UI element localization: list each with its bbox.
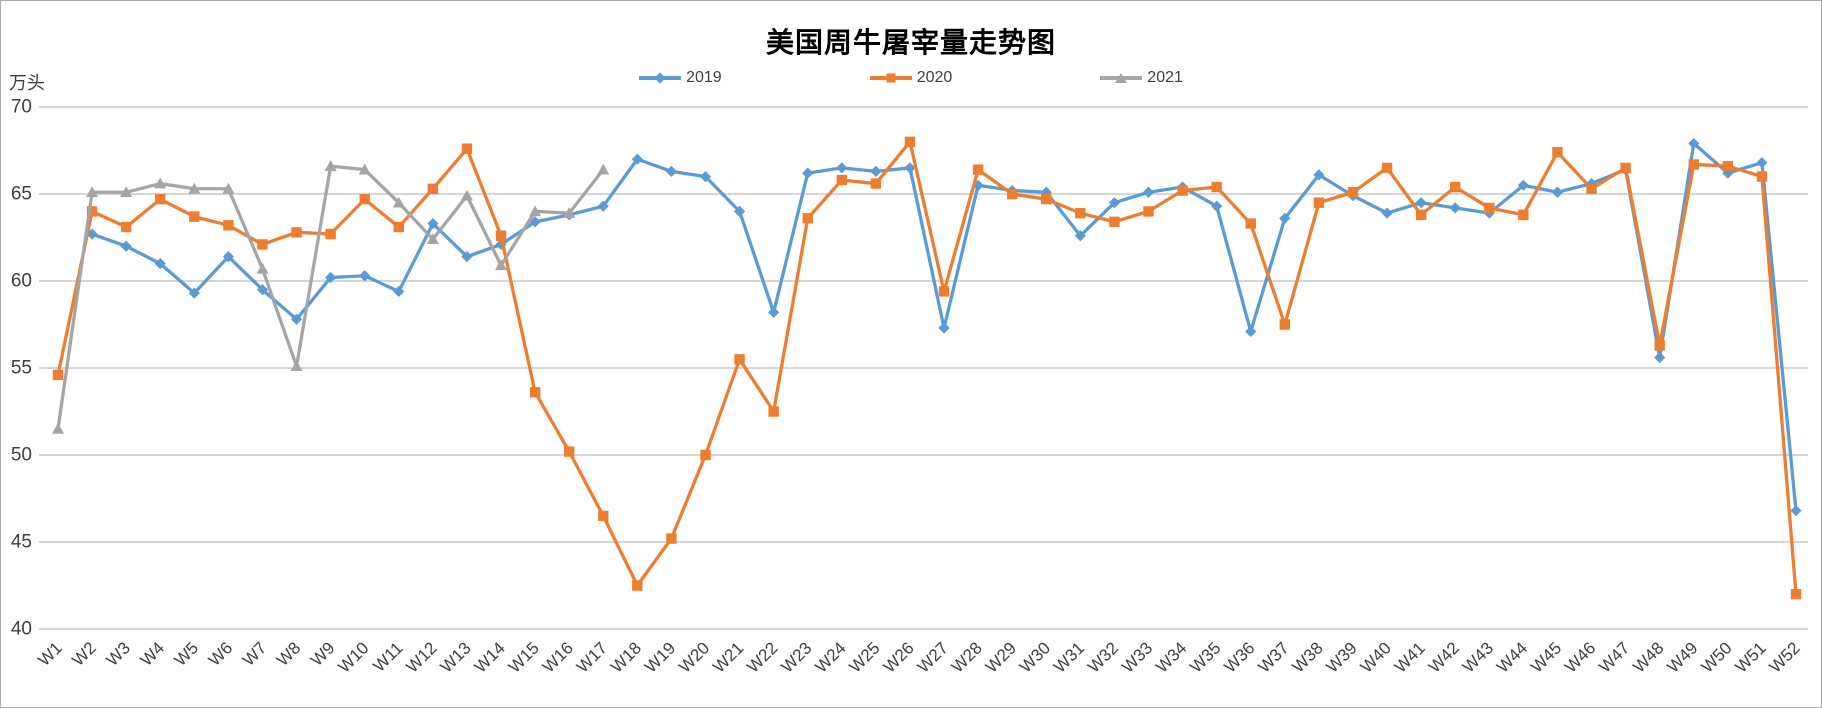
legend-item-2019[interactable]: 2019 [639,69,722,87]
x-tick-label: W5 [171,638,202,669]
x-tick-label: W37 [1254,638,1292,676]
y-tick-label: 60 [11,271,32,292]
x-tick-label: W44 [1493,638,1531,676]
x-tick-label: W26 [880,638,918,676]
legend-item-2021[interactable]: 2021 [1100,69,1183,87]
x-tick-label: W31 [1050,638,1088,676]
x-tick-label: W15 [505,638,543,676]
x-tick-label: W35 [1186,638,1224,676]
legend-line-2020-icon [869,73,912,83]
x-tick-label: W8 [273,638,304,669]
x-tick-label: W45 [1527,638,1565,676]
x-tick-label: W42 [1425,638,1463,676]
x-tick-label: W21 [709,638,747,676]
x-tick-label: W28 [948,638,986,676]
x-tick-label: W43 [1459,638,1497,676]
legend-label: 2019 [686,69,722,86]
x-tick-label: W30 [1016,638,1054,676]
series-2021-line [56,164,605,431]
x-tick-label: W22 [743,638,781,676]
x-tick-label: W46 [1561,638,1599,676]
y-tick-label: 65 [11,184,32,205]
x-tick-label: W18 [607,638,645,676]
y-tick-label: 45 [11,532,32,553]
x-tick-label: W29 [982,638,1020,676]
x-tick-label: W33 [1118,638,1156,676]
legend-line-2019-icon [639,72,682,84]
x-tick-label: W17 [573,638,611,676]
x-tick-label: W3 [103,638,134,669]
x-tick-label: W49 [1663,638,1701,676]
x-tick-label: W24 [811,638,849,676]
x-tick-label: W36 [1220,638,1258,676]
y-axis-labels: 70 65 60 55 50 45 40 [11,97,32,640]
legend-item-2020[interactable]: 2020 [869,69,953,87]
gridlines [39,106,1808,630]
y-tick-label: 55 [11,358,32,379]
x-tick-label: W6 [205,638,236,669]
series-2021-markers [52,160,610,434]
x-tick-label: W19 [641,638,679,676]
x-tick-label: W14 [471,638,509,676]
x-tick-label: W10 [334,638,372,676]
x-tick-label: W48 [1629,638,1667,676]
x-tick-label: W20 [675,638,713,676]
x-tick-label: W34 [1152,638,1190,676]
legend-label: 2021 [1147,69,1183,86]
legend-label: 2020 [916,69,953,86]
x-tick-label: W38 [1289,638,1327,676]
x-tick-label: W13 [437,638,475,676]
x-tick-label: W4 [137,638,168,669]
x-tick-label: W25 [846,638,884,676]
x-tick-label: W41 [1391,638,1429,676]
x-tick-label: W47 [1595,638,1633,676]
x-tick-label: W12 [403,638,441,676]
x-tick-label: W40 [1357,638,1395,676]
x-tick-label: W23 [777,638,815,676]
x-tick-label: W32 [1084,638,1122,676]
y-axis-unit-label: 万头 [9,73,45,93]
x-tick-label: W27 [914,638,952,676]
series-2020-line [56,140,1798,596]
x-tick-label: W1 [34,638,65,669]
x-tick-label: W9 [307,638,338,669]
x-tick-label: W16 [539,638,577,676]
x-tick-label: W11 [369,638,406,675]
x-tick-label: W52 [1766,638,1804,676]
series-2020 [52,136,1802,600]
chart-legend: 2019 2020 2021 [1,69,1821,87]
x-tick-label: W51 [1732,638,1770,676]
triangle-marker-icon [1115,72,1128,83]
series-2021 [52,160,610,434]
x-tick-label: W7 [239,638,270,669]
legend-line-2021-icon [1100,72,1143,83]
y-tick-label: 50 [11,445,32,466]
x-tick-label: W39 [1323,638,1361,676]
x-tick-label: W2 [68,638,99,669]
y-tick-label: 70 [11,97,32,118]
series-2019-markers [86,137,1802,517]
square-marker-icon [886,73,896,83]
y-tick-label: 40 [11,619,32,640]
series-2019 [86,137,1802,517]
chart-title: 美国周牛屠宰量走势图 [765,27,1056,58]
x-axis-labels: W1 W2 W3 W4 W5 W6 W7 W8 W9W10W11W12W13W14W15W16W… [34,638,1803,676]
x-tick-label: W50 [1698,638,1736,676]
